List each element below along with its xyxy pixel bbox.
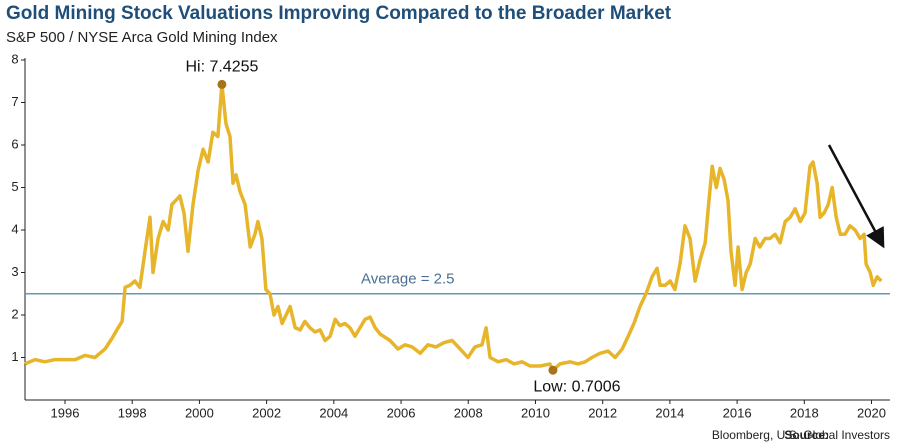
chart-title: Gold Mining Stock Valuations Improving C… bbox=[6, 3, 672, 24]
data-line bbox=[24, 82, 883, 372]
x-tick-label: 1998 bbox=[118, 405, 147, 420]
annotation-label: Low: 0.7006 bbox=[533, 378, 620, 395]
y-tick-label: 6 bbox=[11, 136, 18, 151]
y-tick-label: 1 bbox=[11, 349, 18, 364]
source-label: Source: bbox=[784, 428, 829, 442]
y-tick-label: 8 bbox=[11, 51, 18, 66]
x-tick-label: 2020 bbox=[857, 405, 886, 420]
y-tick-label: 3 bbox=[11, 264, 18, 279]
x-tick-label: 2018 bbox=[790, 405, 819, 420]
x-tick-label: 2010 bbox=[521, 405, 550, 420]
x-tick-label: 2016 bbox=[723, 405, 752, 420]
chart-subtitle: S&P 500 / NYSE Arca Gold Mining Index bbox=[6, 29, 278, 46]
source: Bloomberg, U.S. Global Investors bbox=[712, 428, 890, 442]
x-tick-label: 2000 bbox=[185, 405, 214, 420]
x-tick-label: 2006 bbox=[387, 405, 416, 420]
annotation-dot bbox=[217, 79, 227, 89]
x-tick-label: 2008 bbox=[454, 405, 483, 420]
annotation-label: Hi: 7.4255 bbox=[185, 59, 258, 76]
y-tick-label: 2 bbox=[11, 306, 18, 321]
x-tick-label: 2014 bbox=[655, 405, 684, 420]
x-tick-label: 2002 bbox=[252, 405, 281, 420]
y-tick-label: 4 bbox=[11, 221, 18, 236]
x-tick-label: 1996 bbox=[51, 405, 80, 420]
average-label: Average = 2.5 bbox=[361, 271, 455, 288]
x-tick-label: 2004 bbox=[319, 405, 348, 420]
y-tick-label: 7 bbox=[11, 94, 18, 109]
y-tick-label: 5 bbox=[11, 179, 18, 194]
trend-arrow bbox=[827, 144, 885, 249]
x-tick-label: 2012 bbox=[588, 405, 617, 420]
annotation-dot bbox=[548, 365, 558, 375]
